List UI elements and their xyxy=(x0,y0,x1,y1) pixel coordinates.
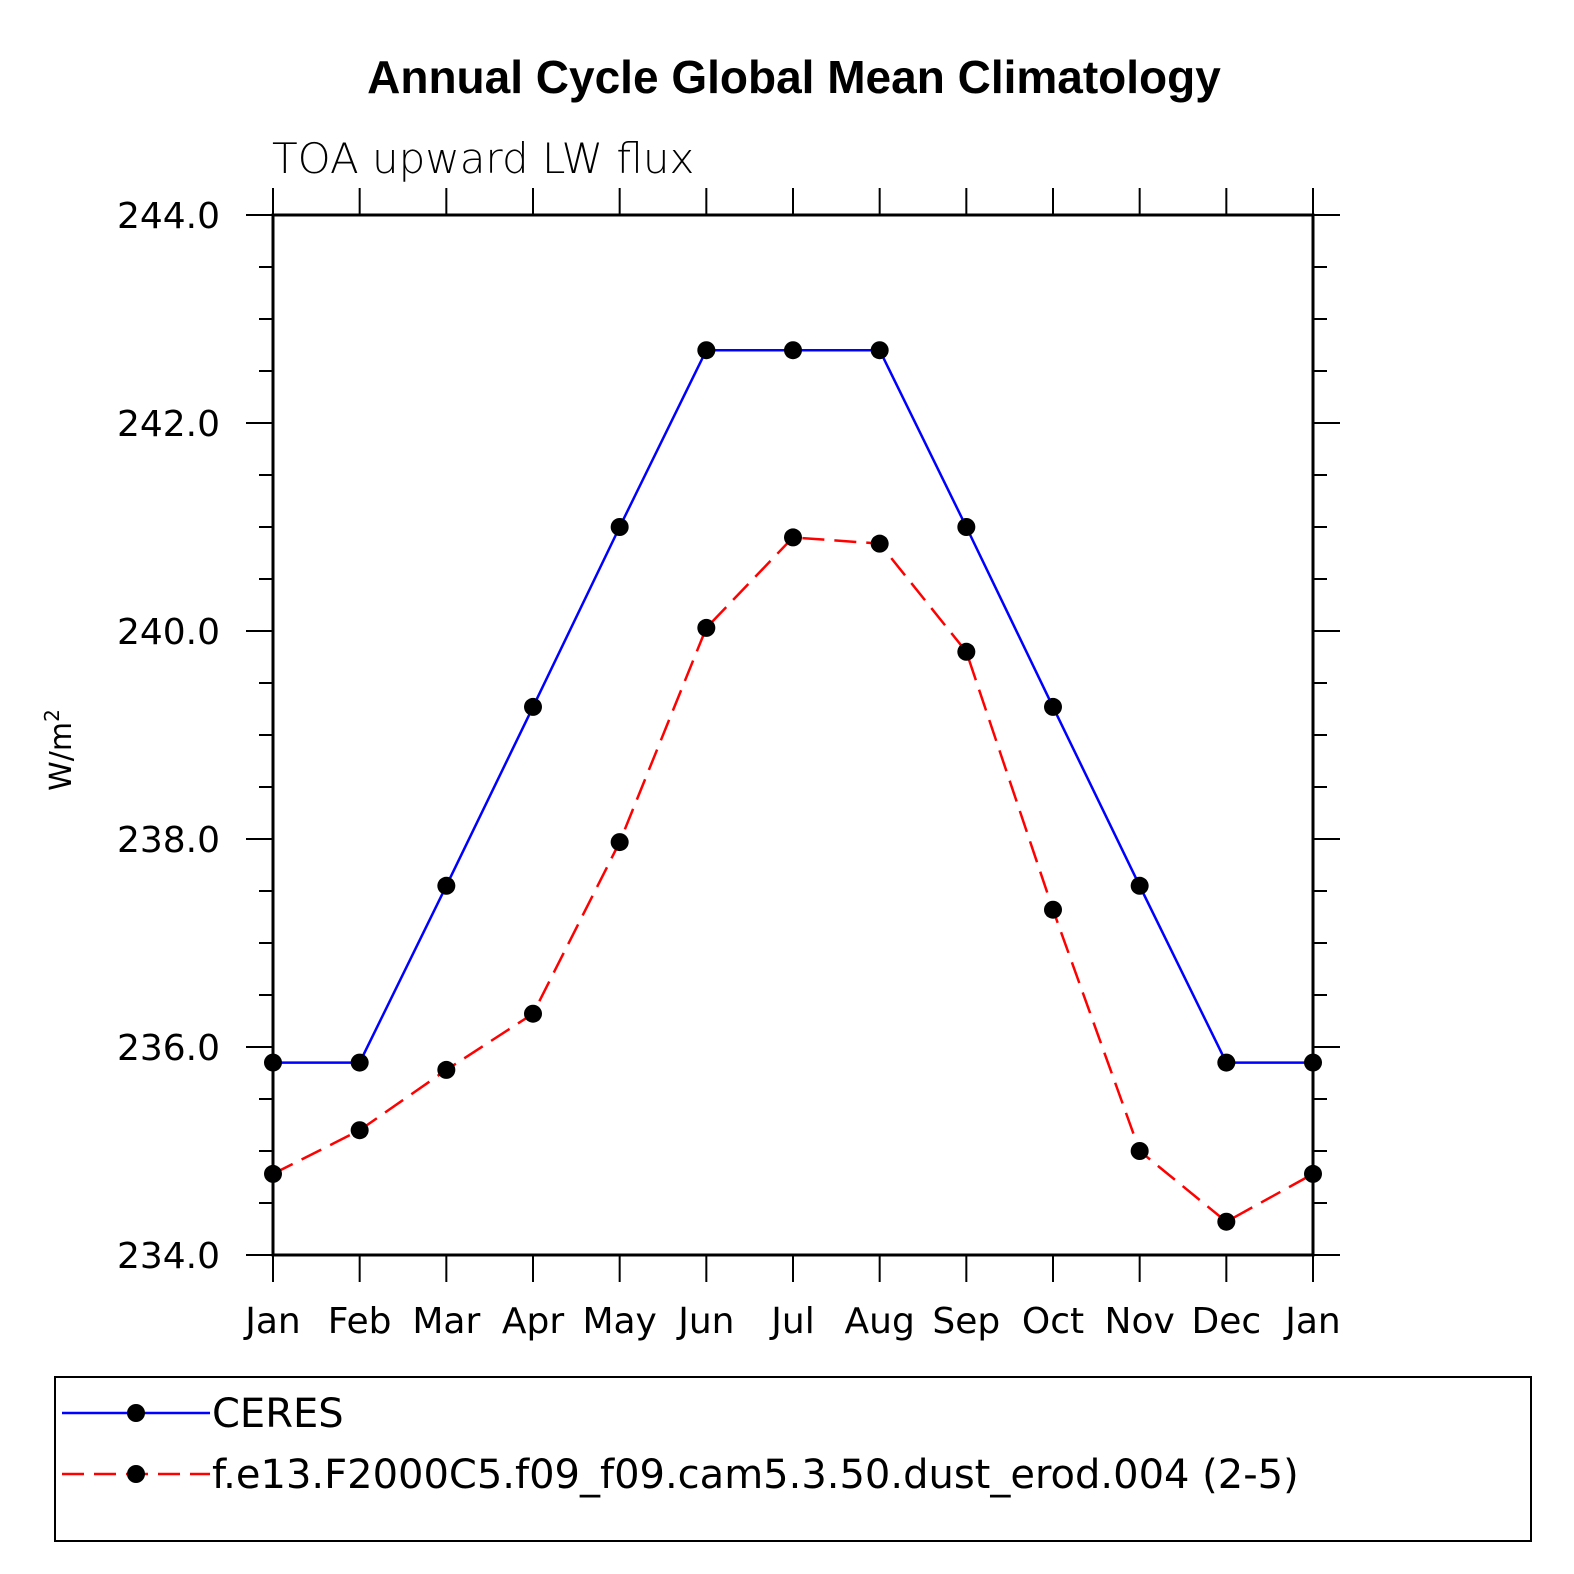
legend-marker xyxy=(127,1465,145,1483)
data-point xyxy=(784,528,802,547)
data-point xyxy=(870,341,889,360)
data-point xyxy=(350,1121,369,1140)
series-layer xyxy=(264,341,1322,1231)
data-point xyxy=(697,618,716,637)
data-point xyxy=(957,518,976,536)
chart-title: Annual Cycle Global Mean Climatology xyxy=(367,51,1221,103)
data-point xyxy=(264,1053,282,1072)
data-point xyxy=(957,642,976,661)
x-tick-label: Apr xyxy=(502,1301,564,1342)
data-point xyxy=(697,341,716,360)
x-tick-label: May xyxy=(582,1301,656,1342)
x-tick-label: Dec xyxy=(1191,1301,1261,1342)
y-axis-ticks: 234.0 236.0 238.0 240.0 242.0 244.0 xyxy=(117,196,1340,1277)
x-tick-label: Sep xyxy=(932,1301,1000,1342)
data-point xyxy=(1304,1164,1322,1183)
x-tick-label: Nov xyxy=(1105,1301,1175,1342)
data-point xyxy=(1130,1142,1149,1160)
data-point xyxy=(610,833,629,852)
data-point xyxy=(1044,697,1062,716)
y-tick-label: 242.0 xyxy=(117,404,220,445)
legend-label: f.e13.F2000C5.f09_f09.cam5.3.50.dust_ero… xyxy=(212,1452,1299,1498)
y-tick-label: 234.0 xyxy=(117,1236,220,1277)
chart-subtitle: TOA upward LW flux xyxy=(272,134,694,183)
data-point xyxy=(437,1060,456,1079)
y-tick-label: 244.0 xyxy=(117,196,220,237)
data-point xyxy=(610,518,629,536)
series-line xyxy=(273,348,1313,1064)
legend-box xyxy=(54,1376,1532,1542)
data-point xyxy=(1217,1053,1236,1072)
legend-item-2: f.e13.F2000C5.f09_f09.cam5.3.50.dust_ero… xyxy=(62,1452,1299,1498)
series-1 xyxy=(264,341,1322,1072)
data-point xyxy=(870,534,889,553)
x-tick-label: Mar xyxy=(412,1301,480,1342)
plot-frame xyxy=(271,213,1315,1257)
data-point xyxy=(1217,1212,1236,1231)
series-line xyxy=(272,536,1314,1224)
data-point xyxy=(1130,876,1149,895)
legend: CERES f.e13.F2000C5.f09_f09.cam5.3.50.dus… xyxy=(54,1376,1532,1542)
x-axis-ticks: Jan Feb Mar Apr May Jun Jul Aug Sep Oct Nov Dec Jan xyxy=(243,188,1341,1342)
y-tick-label: 240.0 xyxy=(117,612,220,653)
series-2 xyxy=(264,528,1322,1231)
y-axis-label: W/m2 xyxy=(40,709,79,791)
x-tick-label: Oct xyxy=(1022,1301,1084,1342)
data-point xyxy=(524,1004,542,1023)
data-point xyxy=(1044,900,1062,919)
y-tick-label: 236.0 xyxy=(117,1028,220,1069)
data-point xyxy=(437,876,456,895)
data-point xyxy=(1304,1053,1322,1072)
data-point xyxy=(350,1053,369,1072)
plot-border xyxy=(271,213,1315,1257)
x-tick-label: Aug xyxy=(845,1301,915,1342)
legend-label: CERES xyxy=(212,1391,344,1437)
x-tick-label: Feb xyxy=(328,1301,392,1342)
x-tick-label: Jan xyxy=(1283,1301,1341,1342)
legend-item-1: CERES xyxy=(62,1391,344,1437)
data-point xyxy=(784,341,802,360)
x-tick-label: Jun xyxy=(676,1301,734,1342)
x-tick-label: Jan xyxy=(243,1301,301,1342)
x-tick-label: Jul xyxy=(769,1301,814,1342)
y-tick-label: 238.0 xyxy=(117,820,220,861)
data-point xyxy=(264,1164,282,1183)
legend-marker xyxy=(127,1404,145,1422)
data-point xyxy=(524,697,542,716)
